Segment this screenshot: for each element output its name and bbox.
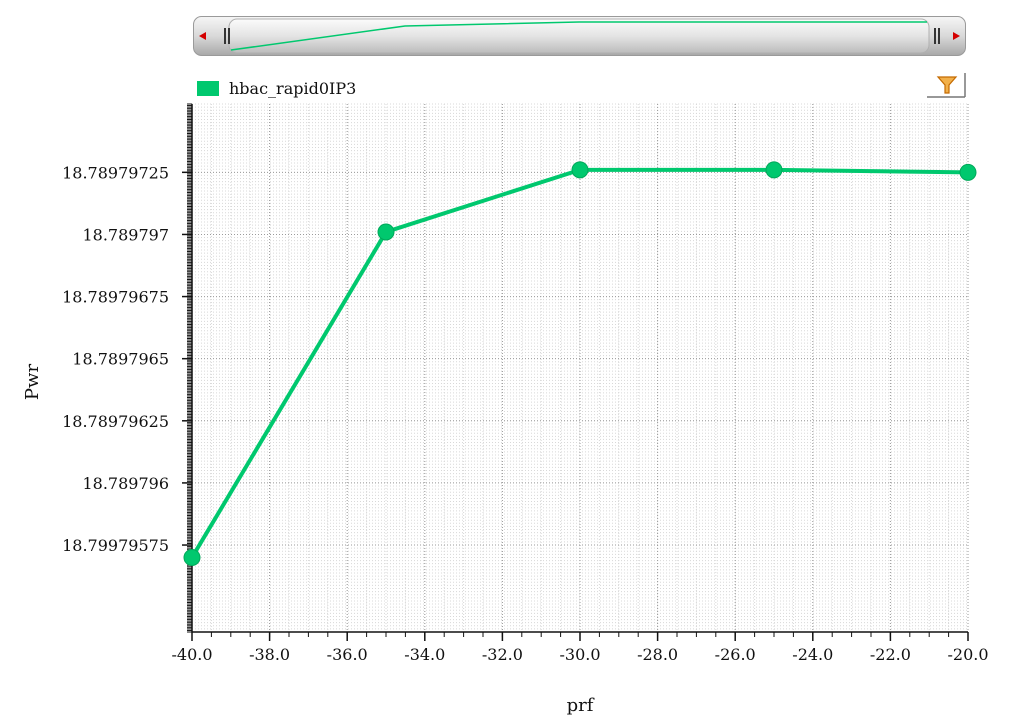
series-layer xyxy=(183,161,977,566)
x-tick-label: -40.0 xyxy=(171,645,212,664)
left-scroll-handle[interactable] xyxy=(224,28,230,44)
y-tick-label: 18.78979625 xyxy=(62,412,169,431)
x-tick-label: -30.0 xyxy=(559,645,600,664)
x-tick-label: -26.0 xyxy=(715,645,756,664)
y-tick-label: 18.7897965 xyxy=(72,350,169,369)
data-point[interactable] xyxy=(571,161,589,179)
filter-button[interactable] xyxy=(926,71,966,99)
arrow-right-icon[interactable] xyxy=(953,32,960,40)
x-tick-label: -28.0 xyxy=(637,645,678,664)
x-axis-ticks: -40.0 -38.0 -36.0 -34.0 -32.0 -30.0 -28.0 -26.0… xyxy=(171,632,989,664)
filter-icon xyxy=(936,76,958,94)
x-tick-label: -22.0 xyxy=(870,645,911,664)
x-tick-label: -32.0 xyxy=(482,645,523,664)
x-tick-label: -24.0 xyxy=(792,645,833,664)
x-tick-label: -34.0 xyxy=(404,645,445,664)
y-tick-label: 18.79979575 xyxy=(62,536,169,555)
x-tick-label: -36.0 xyxy=(327,645,368,664)
x-tick-label: -20.0 xyxy=(947,645,988,664)
arrow-left-icon[interactable] xyxy=(199,32,206,40)
y-axis-ticks: 18.79979575 18.789796 18.78979625 18.789796… xyxy=(62,103,192,633)
data-point[interactable] xyxy=(183,548,201,566)
overview-scroller[interactable] xyxy=(193,14,966,58)
y-tick-label: 18.789796 xyxy=(82,474,169,493)
x-axis-label: prf xyxy=(567,695,595,716)
data-point[interactable] xyxy=(765,161,783,179)
data-point[interactable] xyxy=(959,163,977,181)
y-axis-label: Pwr xyxy=(22,364,43,401)
legend-label: hbac_rapid0IP3 xyxy=(229,79,357,98)
legend-swatch xyxy=(197,81,219,96)
right-scroll-handle[interactable] xyxy=(934,28,940,44)
y-tick-label: 18.78979675 xyxy=(62,288,169,307)
y-tick-label: 18.789797 xyxy=(82,225,169,244)
y-tick-label: 18.78979725 xyxy=(62,163,169,182)
overview-line xyxy=(230,21,927,51)
data-point[interactable] xyxy=(377,223,395,241)
x-tick-label: -38.0 xyxy=(249,645,290,664)
